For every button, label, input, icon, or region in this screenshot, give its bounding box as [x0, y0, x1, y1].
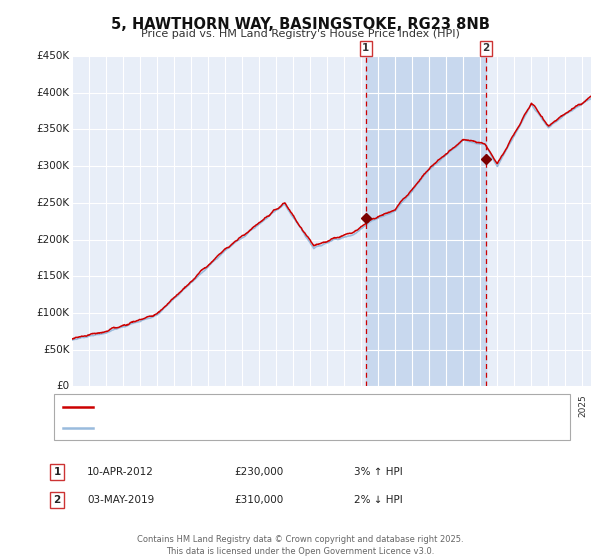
Text: £250K: £250K — [36, 198, 70, 208]
Text: 2% ↓ HPI: 2% ↓ HPI — [354, 495, 403, 505]
Text: £450K: £450K — [36, 51, 70, 61]
Text: £50K: £50K — [43, 345, 70, 354]
Text: £150K: £150K — [36, 271, 70, 281]
Text: £300K: £300K — [37, 161, 70, 171]
Text: £200K: £200K — [37, 235, 70, 245]
Text: 1: 1 — [53, 467, 61, 477]
Text: 1: 1 — [362, 43, 370, 53]
Text: 2: 2 — [53, 495, 61, 505]
Text: 5, HAWTHORN WAY, BASINGSTOKE, RG23 8NB (semi-detached house): 5, HAWTHORN WAY, BASINGSTOKE, RG23 8NB (… — [98, 402, 440, 412]
Text: 5, HAWTHORN WAY, BASINGSTOKE, RG23 8NB: 5, HAWTHORN WAY, BASINGSTOKE, RG23 8NB — [110, 17, 490, 32]
Text: £100K: £100K — [37, 308, 70, 318]
Text: 2: 2 — [482, 43, 490, 53]
Text: £0: £0 — [56, 381, 70, 391]
Text: £350K: £350K — [36, 124, 70, 134]
Text: HPI: Average price, semi-detached house, Basingstoke and Deane: HPI: Average price, semi-detached house,… — [98, 423, 421, 433]
Text: Contains HM Land Registry data © Crown copyright and database right 2025.
This d: Contains HM Land Registry data © Crown c… — [137, 535, 463, 556]
Text: 10-APR-2012: 10-APR-2012 — [87, 467, 154, 477]
Text: £310,000: £310,000 — [234, 495, 283, 505]
Text: £230,000: £230,000 — [234, 467, 283, 477]
Text: 3% ↑ HPI: 3% ↑ HPI — [354, 467, 403, 477]
Text: 03-MAY-2019: 03-MAY-2019 — [87, 495, 154, 505]
Text: Price paid vs. HM Land Registry's House Price Index (HPI): Price paid vs. HM Land Registry's House … — [140, 29, 460, 39]
Bar — [366, 56, 486, 386]
Text: £400K: £400K — [37, 88, 70, 97]
